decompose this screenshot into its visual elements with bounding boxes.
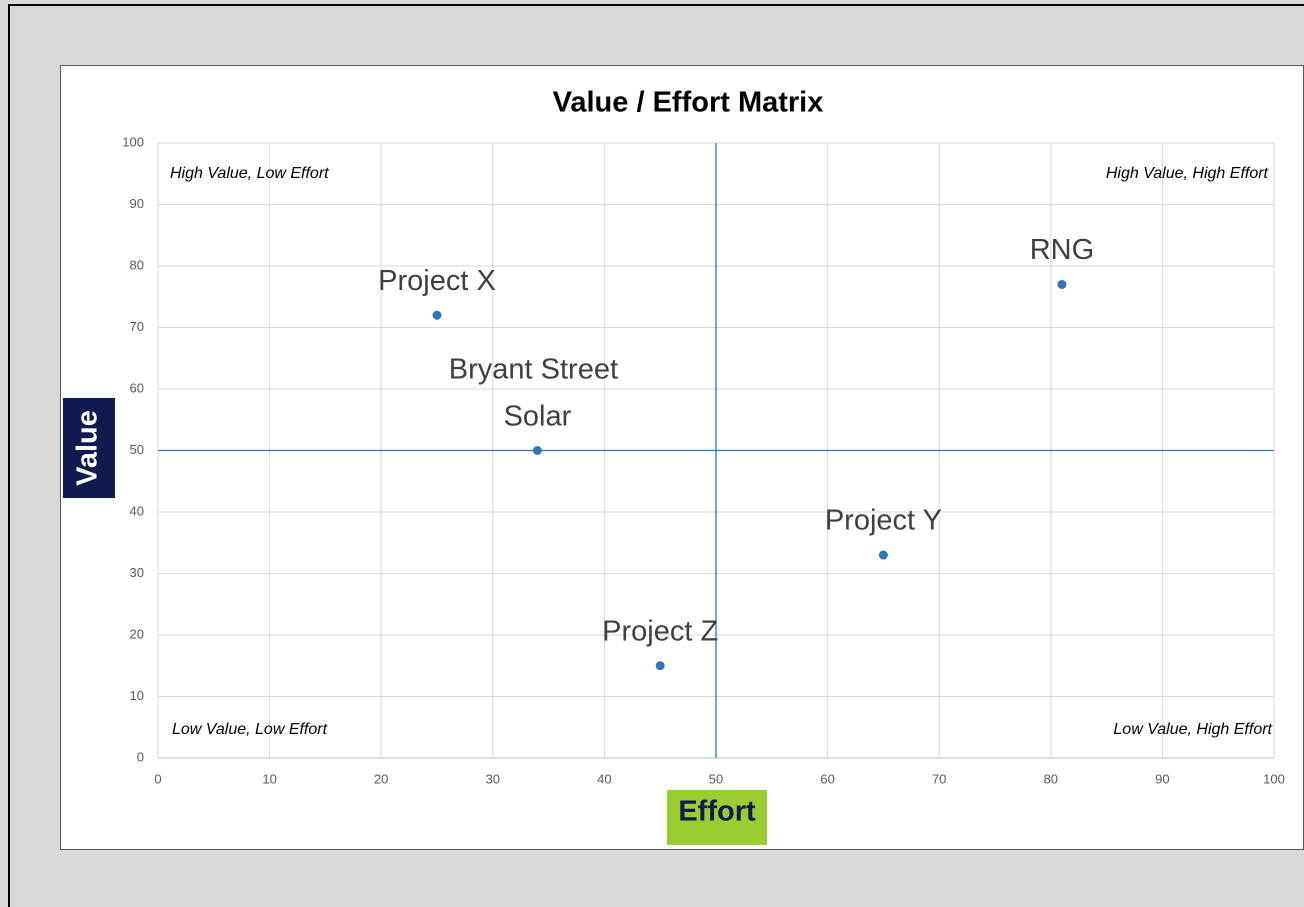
point <box>432 310 442 320</box>
point-label: Project Z <box>602 615 718 647</box>
quadrant-label: High Value, Low Effort <box>170 165 329 182</box>
point <box>1057 279 1067 289</box>
point-label: Project X <box>378 265 496 297</box>
y-tick-label: 60 <box>130 380 144 395</box>
x-tick-label: 100 <box>1263 771 1285 786</box>
point-label: Bryant Street Solar <box>449 353 626 432</box>
x-tick-label: 60 <box>820 771 834 786</box>
x-tick-label: 50 <box>709 771 723 786</box>
x-tick-label: 40 <box>597 771 611 786</box>
y-tick-label: 70 <box>130 319 144 334</box>
y-axis-title: Value <box>72 410 104 486</box>
point <box>655 661 665 671</box>
y-tick-label: 20 <box>130 626 144 641</box>
x-tick-label: 30 <box>486 771 500 786</box>
point-label: Project Y <box>825 505 942 537</box>
y-tick-label: 50 <box>130 442 144 457</box>
x-tick-label: 20 <box>374 771 388 786</box>
chart-area <box>60 65 1304 850</box>
y-tick-label: 30 <box>130 565 144 580</box>
quadrant-label: Low Value, Low Effort <box>172 721 328 738</box>
point <box>532 446 542 455</box>
y-tick-label: 40 <box>130 503 144 518</box>
quadrant-label: Low Value, High Effort <box>1113 721 1272 738</box>
point-label: RNG <box>1030 234 1094 266</box>
x-tick-label: 70 <box>932 771 946 786</box>
x-tick-label: 0 <box>154 771 161 786</box>
y-tick-label: 10 <box>130 688 144 703</box>
chart-title: Value / Effort Matrix <box>553 87 824 119</box>
y-tick-label: 100 <box>122 134 144 149</box>
x-tick-label: 90 <box>1155 771 1169 786</box>
y-label-box <box>63 398 115 498</box>
x-label-box <box>667 790 767 845</box>
frame <box>8 4 1304 907</box>
y-tick-label: 90 <box>130 196 144 211</box>
x-tick-label: 10 <box>262 771 276 786</box>
x-axis-title: Effort <box>678 796 756 828</box>
quadrant-label: High Value, High Effort <box>1106 165 1269 182</box>
y-tick-label: 80 <box>130 257 144 272</box>
point <box>878 550 888 560</box>
x-tick-label: 80 <box>1044 771 1058 786</box>
y-tick-label: 0 <box>137 749 144 764</box>
